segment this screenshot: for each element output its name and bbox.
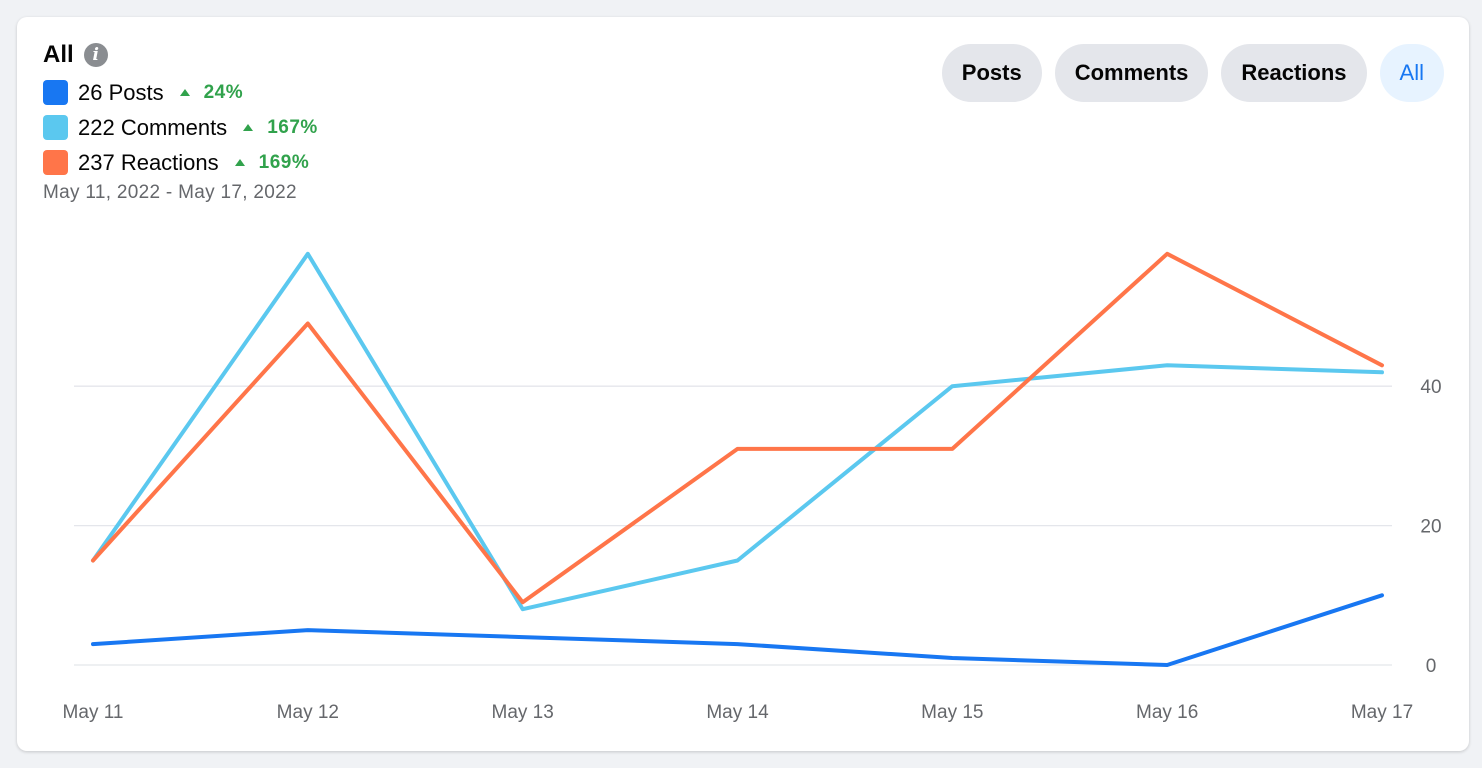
tab-posts[interactable]: Posts: [941, 44, 1042, 102]
arrow-up-icon: [179, 89, 190, 96]
comments-swatch: [43, 115, 68, 140]
legend-item-posts: 26 Posts 24%: [43, 75, 318, 110]
delta-value: 167%: [267, 116, 318, 138]
date-range: May 11, 2022 - May 17, 2022: [43, 182, 297, 203]
x-tick-label: May 12: [277, 702, 339, 723]
x-tick-label: May 17: [1351, 702, 1413, 723]
y-tick-label: 20: [1420, 517, 1441, 538]
x-tick-label: May 13: [492, 702, 554, 723]
insights-card: All i 26 Posts 24% 222 Comments 167% 237…: [17, 17, 1469, 751]
delta-badge: 169%: [234, 151, 310, 174]
info-icon[interactable]: i: [83, 43, 108, 67]
x-tick-label: May 15: [921, 702, 983, 723]
series-line-comments: [91, 251, 1384, 612]
arrow-up-icon: [234, 159, 245, 166]
delta-badge: 24%: [179, 81, 244, 104]
legend-label: 26 Posts: [78, 79, 164, 105]
x-tick-label: May 11: [63, 702, 124, 723]
title-row: All i: [43, 41, 108, 69]
y-tick-label: 40: [1420, 377, 1441, 398]
delta-value: 169%: [258, 151, 310, 173]
card-title: All: [43, 41, 74, 68]
delta-value: 24%: [203, 81, 244, 103]
filter-tabs: Posts Comments Reactions All: [941, 44, 1444, 102]
legend-label: 237 Reactions: [78, 149, 219, 175]
line-chart: 0 20 40 May 11 May 12 May 13 May 14 May 15 May 1…: [63, 251, 1442, 723]
x-tick-label: May 14: [706, 702, 769, 723]
reactions-swatch: [43, 150, 68, 175]
legend-item-reactions: 237 Reactions 169%: [43, 145, 318, 180]
series-line-posts: [91, 593, 1384, 667]
tab-reactions[interactable]: Reactions: [1221, 44, 1367, 102]
series-line-reactions: [91, 251, 1384, 605]
tab-comments[interactable]: Comments: [1054, 44, 1209, 102]
legend-label: 222 Comments: [78, 114, 228, 140]
y-tick-label: 0: [1426, 656, 1437, 677]
legend-item-comments: 222 Comments 167%: [43, 110, 318, 145]
delta-badge: 167%: [243, 117, 318, 139]
x-tick-label: May 16: [1136, 702, 1198, 723]
arrow-up-icon: [243, 124, 254, 131]
legend: 26 Posts 24% 222 Comments 167% 237 React…: [43, 75, 318, 180]
tab-all[interactable]: All: [1379, 44, 1444, 102]
posts-swatch: [43, 80, 68, 105]
